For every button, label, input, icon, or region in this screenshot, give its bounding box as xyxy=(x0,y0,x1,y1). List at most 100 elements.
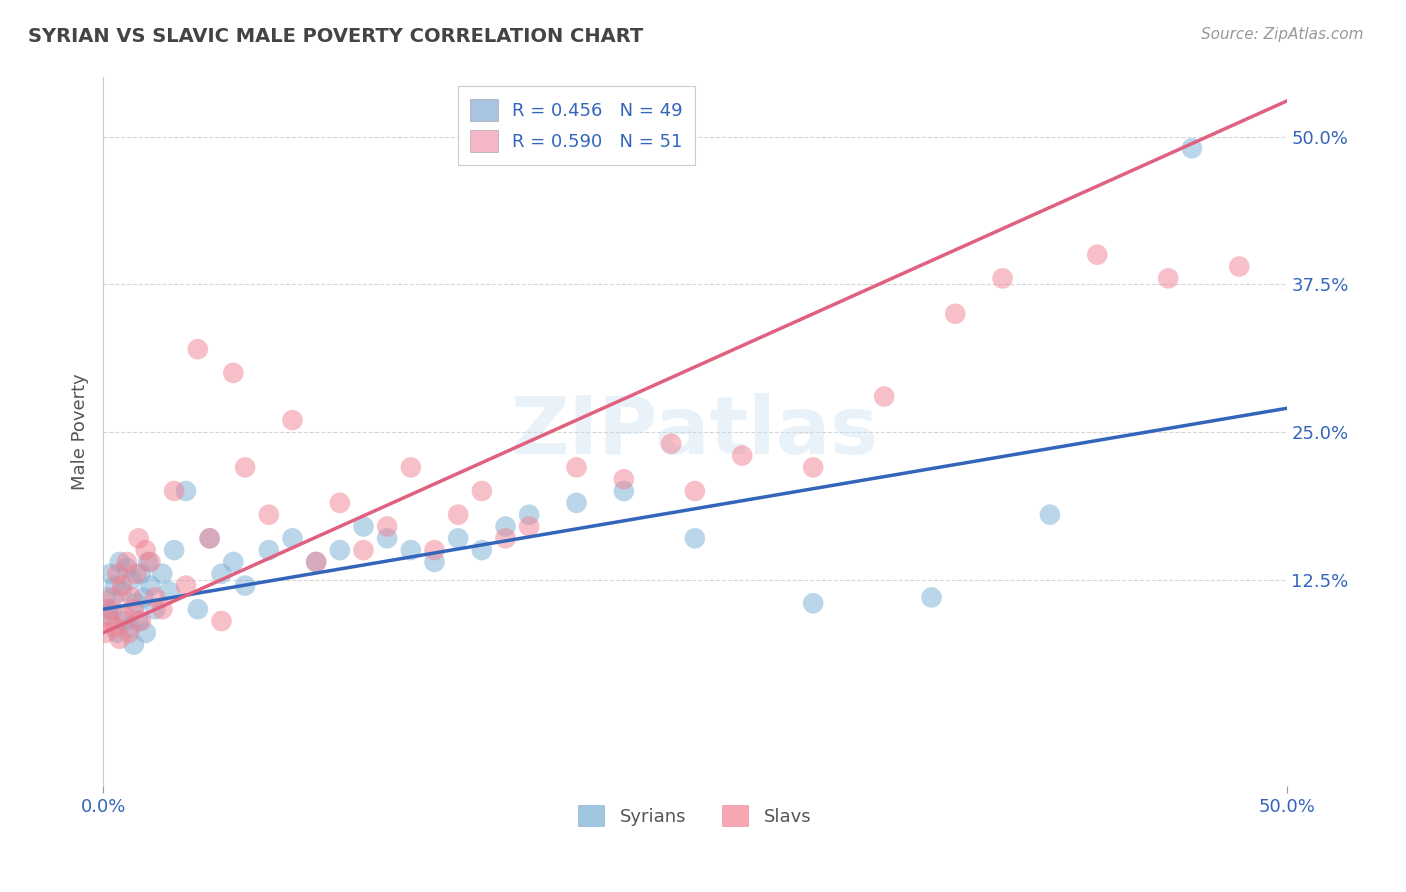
Point xyxy=(399,543,422,558)
Point xyxy=(187,602,209,616)
Point xyxy=(101,602,124,616)
Point xyxy=(305,555,328,569)
Point xyxy=(211,614,233,628)
Point xyxy=(565,460,588,475)
Point xyxy=(683,484,706,499)
Point xyxy=(104,620,127,634)
Point xyxy=(114,614,136,628)
Point xyxy=(1039,508,1062,522)
Point xyxy=(517,519,540,533)
Point xyxy=(135,625,157,640)
Point xyxy=(122,638,145,652)
Point xyxy=(281,531,304,545)
Point xyxy=(683,531,706,545)
Point xyxy=(222,366,245,380)
Point xyxy=(198,531,221,545)
Text: Source: ZipAtlas.com: Source: ZipAtlas.com xyxy=(1201,27,1364,42)
Point xyxy=(98,566,121,581)
Point xyxy=(132,591,155,605)
Point xyxy=(329,496,352,510)
Point xyxy=(115,561,138,575)
Point xyxy=(257,543,280,558)
Point xyxy=(471,484,494,499)
Point xyxy=(150,602,173,616)
Point xyxy=(111,578,134,592)
Point xyxy=(128,614,150,628)
Point xyxy=(94,625,117,640)
Point xyxy=(613,484,636,499)
Point xyxy=(1085,248,1108,262)
Point xyxy=(353,543,375,558)
Point xyxy=(129,566,152,581)
Point xyxy=(233,578,256,592)
Point xyxy=(143,591,166,605)
Point xyxy=(873,390,896,404)
Point xyxy=(111,584,134,599)
Point xyxy=(135,543,157,558)
Point xyxy=(97,608,120,623)
Point xyxy=(495,531,517,545)
Point xyxy=(121,591,143,605)
Point xyxy=(157,584,180,599)
Point xyxy=(125,566,148,581)
Point xyxy=(495,519,517,533)
Point xyxy=(233,460,256,475)
Point xyxy=(94,591,117,605)
Point xyxy=(447,508,470,522)
Point xyxy=(281,413,304,427)
Point xyxy=(114,608,136,623)
Point xyxy=(129,614,152,628)
Point xyxy=(375,519,398,533)
Point xyxy=(943,307,966,321)
Point xyxy=(121,573,143,587)
Point xyxy=(447,531,470,545)
Point xyxy=(139,555,162,569)
Point xyxy=(101,591,124,605)
Point xyxy=(801,596,824,610)
Point xyxy=(423,543,446,558)
Point xyxy=(115,555,138,569)
Point xyxy=(329,543,352,558)
Text: SYRIAN VS SLAVIC MALE POVERTY CORRELATION CHART: SYRIAN VS SLAVIC MALE POVERTY CORRELATIO… xyxy=(28,27,644,45)
Point xyxy=(1181,141,1204,155)
Point xyxy=(921,591,943,605)
Point xyxy=(801,460,824,475)
Point xyxy=(353,519,375,533)
Point xyxy=(163,484,186,499)
Point xyxy=(118,620,141,634)
Point xyxy=(108,555,131,569)
Point xyxy=(136,555,159,569)
Point xyxy=(187,343,209,357)
Point xyxy=(375,531,398,545)
Point xyxy=(423,555,446,569)
Point xyxy=(139,578,162,592)
Point xyxy=(97,602,120,616)
Point xyxy=(150,566,173,581)
Point xyxy=(517,508,540,522)
Point xyxy=(105,566,128,581)
Point xyxy=(128,531,150,545)
Point xyxy=(471,543,494,558)
Point xyxy=(211,566,233,581)
Point xyxy=(108,632,131,646)
Point xyxy=(1157,271,1180,285)
Y-axis label: Male Poverty: Male Poverty xyxy=(72,374,89,491)
Point xyxy=(174,484,197,499)
Point xyxy=(174,578,197,592)
Point xyxy=(125,596,148,610)
Point xyxy=(143,602,166,616)
Point xyxy=(163,543,186,558)
Point xyxy=(198,531,221,545)
Point xyxy=(222,555,245,569)
Point xyxy=(122,602,145,616)
Point xyxy=(659,437,682,451)
Point xyxy=(105,625,128,640)
Point xyxy=(257,508,280,522)
Legend: Syrians, Slavs: Syrians, Slavs xyxy=(571,797,818,834)
Point xyxy=(731,449,754,463)
Point xyxy=(118,625,141,640)
Point xyxy=(399,460,422,475)
Point xyxy=(104,578,127,592)
Point xyxy=(305,555,328,569)
Point xyxy=(565,496,588,510)
